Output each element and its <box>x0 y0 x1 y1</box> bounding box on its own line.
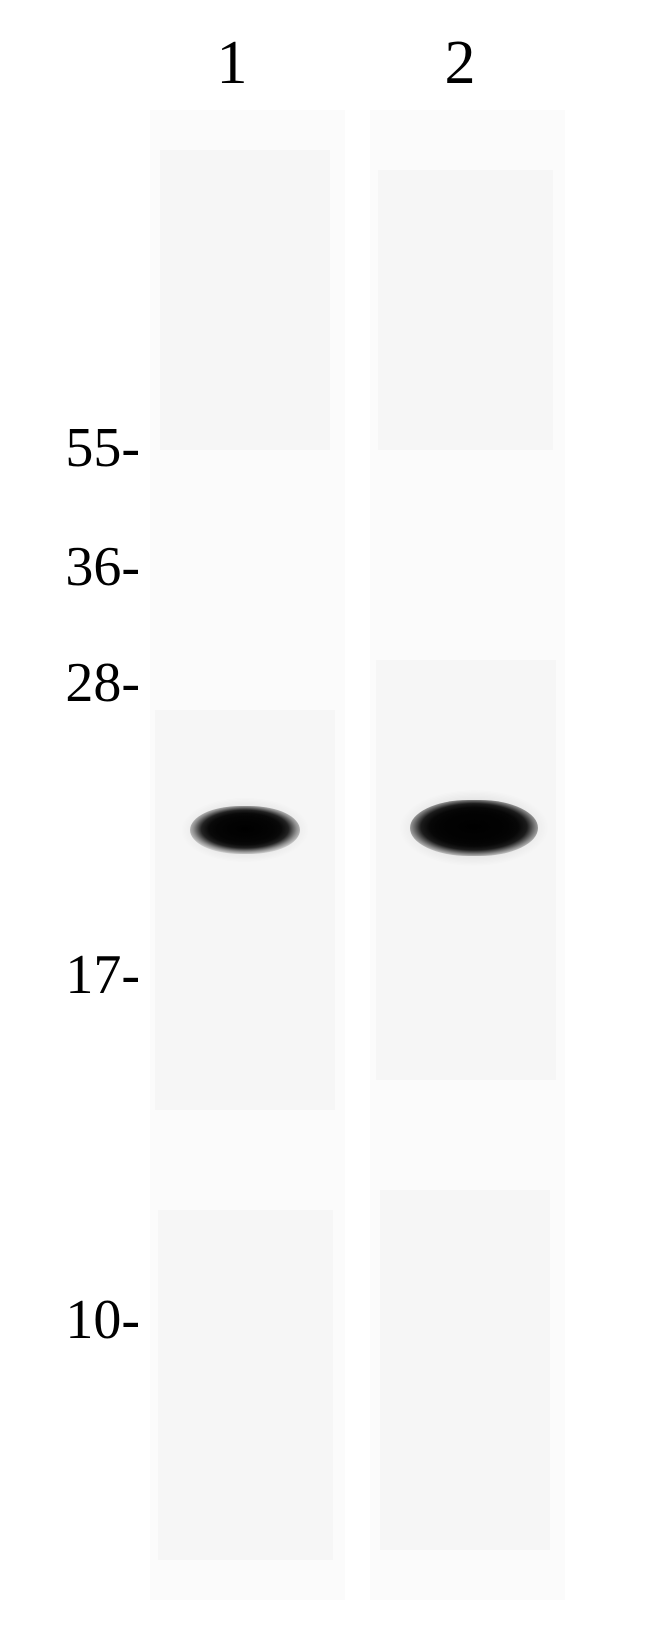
mw-marker-10: 10- <box>65 1292 140 1348</box>
mw-marker-55: 55- <box>65 420 140 476</box>
mw-value: 28 <box>65 652 121 714</box>
mw-value: 55 <box>65 417 121 479</box>
band-lane2-halo <box>396 788 552 868</box>
mw-dash: - <box>121 652 140 714</box>
lane-header-1: 1 <box>202 28 262 99</box>
lane-header-label: 2 <box>445 29 476 97</box>
lane-header-label: 1 <box>217 29 248 97</box>
mw-marker-17: 17- <box>65 947 140 1003</box>
mw-value: 17 <box>65 944 121 1006</box>
mw-dash: - <box>121 1289 140 1351</box>
mw-dash: - <box>121 944 140 1006</box>
lane-header-2: 2 <box>430 28 490 99</box>
mw-dash: - <box>121 417 140 479</box>
mw-dash: - <box>121 536 140 598</box>
band-lane1-halo <box>178 796 312 864</box>
western-blot-figure: 1 2 55- 36- 28- 17- 10- <box>0 0 650 1639</box>
mw-marker-28: 28- <box>65 655 140 711</box>
mw-marker-36: 36- <box>65 539 140 595</box>
mw-value: 10 <box>65 1289 121 1351</box>
mw-value: 36 <box>65 536 121 598</box>
